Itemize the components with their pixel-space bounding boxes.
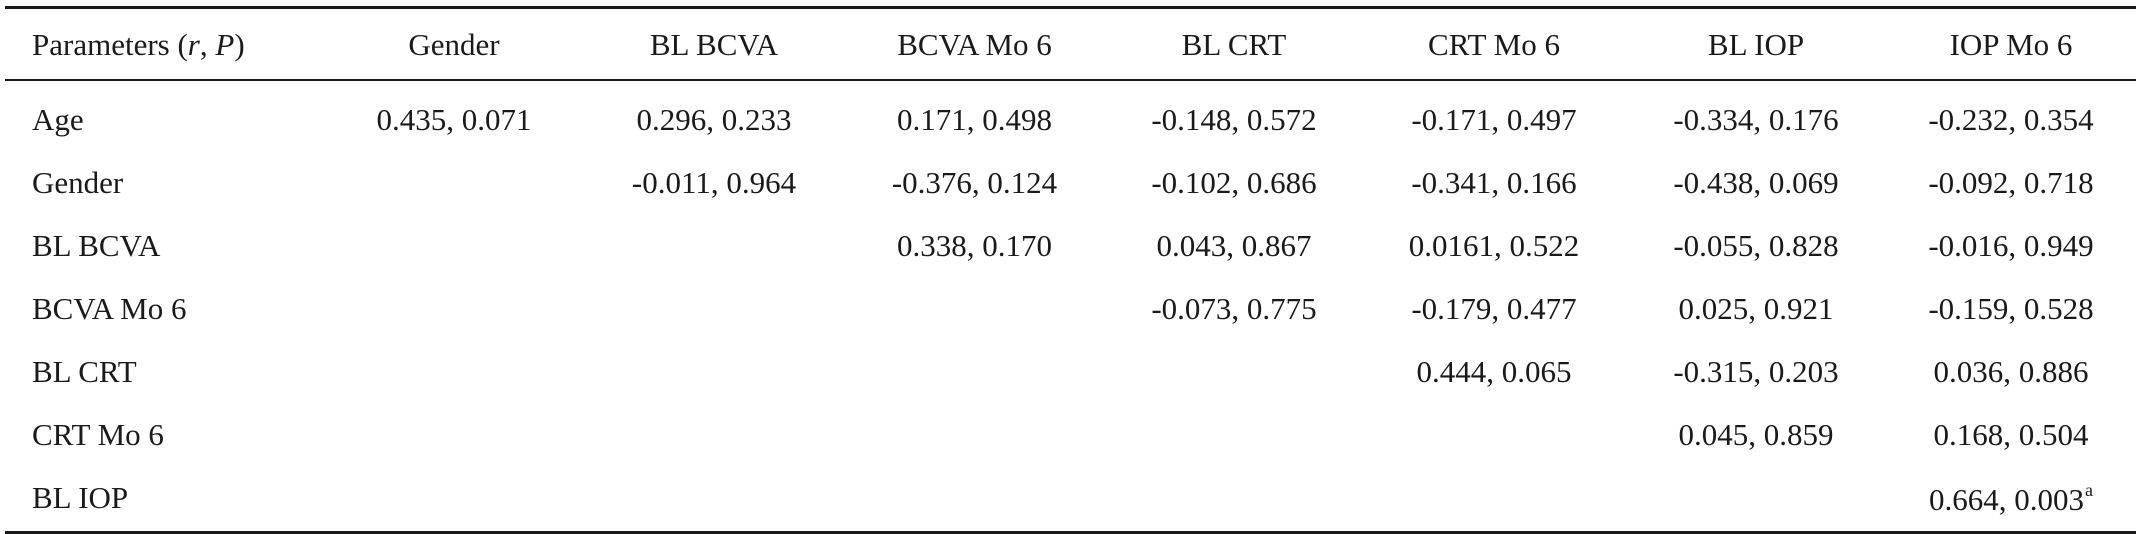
table-cell: -0.011, 0.964 [631, 165, 797, 200]
row-label: Age [32, 102, 84, 137]
table-cell: 0.338, 0.170 [897, 228, 1052, 263]
row-label: BL IOP [32, 480, 129, 515]
header-param-suffix: ) [234, 26, 245, 62]
table-cell: -0.341, 0.166 [1411, 165, 1577, 200]
table-cell: 0.036, 0.886 [1933, 354, 2089, 389]
table-row: Age 0.435, 0.071 0.296, 0.233 0.171, 0.4… [5, 88, 2136, 151]
footnote-mark: a [2085, 479, 2093, 500]
table-cell: -0.016, 0.949 [1928, 228, 2094, 263]
header-iop-mo6: IOP Mo 6 [1949, 26, 2073, 62]
table-cell: 0.168, 0.504 [1933, 417, 2089, 452]
table-cell: -0.159, 0.528 [1928, 291, 2094, 326]
table-row: BL IOP 0.664, 0.003a [5, 466, 2136, 529]
table-cell: 0.435, 0.071 [376, 102, 532, 137]
table-row: BL BCVA 0.338, 0.170 0.043, 0.867 0.0161… [5, 214, 2136, 277]
table-header-rule [5, 79, 2136, 81]
table-cell: -0.376, 0.124 [891, 165, 1058, 200]
table-cell: 0.0161, 0.522 [1408, 228, 1580, 263]
correlation-table: Parameters (r, P) Gender BL BCVA BCVA Mo… [5, 6, 2136, 534]
table-cell: 0.296, 0.233 [636, 102, 792, 137]
table-cell: -0.092, 0.718 [1928, 165, 2094, 200]
table-cell: -0.179, 0.477 [1411, 291, 1577, 326]
table-row: BL CRT 0.444, 0.065 -0.315, 0.203 0.036,… [5, 340, 2136, 403]
table-cell-value: 0.664, 0.003 [1929, 481, 2084, 517]
table-cell: -0.438, 0.069 [1673, 165, 1839, 200]
header-crt-mo6: CRT Mo 6 [1428, 26, 1560, 62]
table-top-rule [5, 6, 2136, 9]
row-label: BL CRT [32, 354, 137, 389]
table-cell: 0.045, 0.859 [1678, 417, 1834, 452]
row-label: Gender [32, 165, 124, 200]
table-cell: -0.232, 0.354 [1928, 102, 2094, 137]
header-param-p: P [215, 26, 235, 62]
header-param-prefix: Parameters ( [32, 26, 188, 62]
table-cell: -0.073, 0.775 [1151, 291, 1317, 326]
table-row: CRT Mo 6 0.045, 0.859 0.168, 0.504 [5, 403, 2136, 466]
table-cell: -0.171, 0.497 [1411, 102, 1577, 137]
header-gender: Gender [408, 26, 500, 62]
table-cell: 0.043, 0.867 [1156, 228, 1312, 263]
row-label: BCVA Mo 6 [32, 291, 187, 326]
header-param-r: r [187, 26, 200, 62]
table-row: Gender -0.011, 0.964 -0.376, 0.124 -0.10… [5, 151, 2136, 214]
table-row: BCVA Mo 6 -0.073, 0.775 -0.179, 0.477 0.… [5, 277, 2136, 340]
table-cell: 0.444, 0.065 [1416, 354, 1572, 389]
table-cell: 0.171, 0.498 [897, 102, 1052, 137]
table-cell: -0.334, 0.176 [1673, 102, 1839, 137]
row-label: BL BCVA [32, 228, 161, 263]
header-bl-crt: BL CRT [1181, 26, 1287, 62]
table-cell: -0.315, 0.203 [1673, 354, 1839, 389]
table-cell: -0.055, 0.828 [1673, 228, 1839, 263]
header-bl-bcva: BL BCVA [649, 26, 779, 62]
table-cell: -0.102, 0.686 [1151, 165, 1317, 200]
table-cell-with-note: 0.664, 0.003a [1886, 481, 2136, 515]
header-bl-iop: BL IOP [1707, 26, 1805, 62]
row-label: CRT Mo 6 [32, 417, 164, 452]
header-parameters: Parameters (r, P) [5, 29, 323, 60]
table-cell: -0.148, 0.572 [1151, 102, 1317, 137]
header-param-sep: , [199, 26, 216, 62]
table-cell: 0.025, 0.921 [1678, 291, 1834, 326]
table-header-row: Parameters (r, P) Gender BL BCVA BCVA Mo… [5, 9, 2136, 79]
header-bcva-mo6: BCVA Mo 6 [897, 26, 1052, 62]
